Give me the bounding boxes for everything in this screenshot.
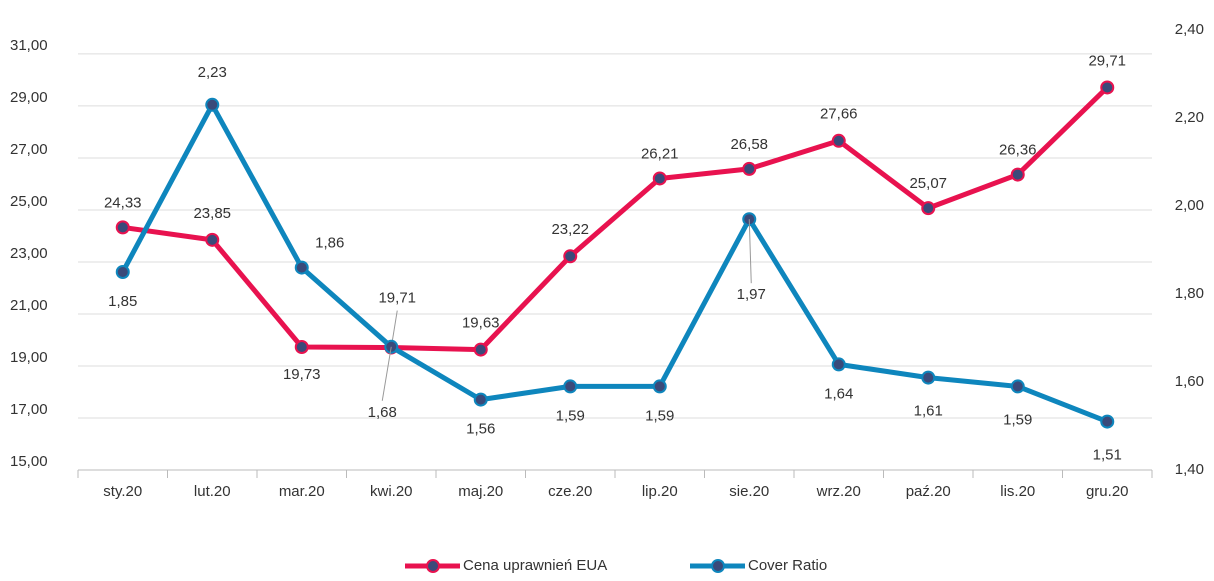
point (473, 342, 488, 357)
point (652, 171, 667, 186)
y2-tick-label: 1,80 (1175, 285, 1204, 302)
x-tick-label: lip.20 (642, 483, 678, 500)
x-tick-label: paź.20 (906, 483, 951, 500)
data-label: 1,56 (466, 421, 495, 438)
data-label: 2,23 (198, 64, 227, 81)
data-label: 23,22 (551, 221, 589, 238)
y-tick-label: 27,00 (10, 141, 48, 158)
x-tick-label: gru.20 (1086, 483, 1129, 500)
point (115, 220, 130, 235)
point (1100, 414, 1115, 429)
y-tick-label: 23,00 (10, 245, 48, 262)
data-label: 19,71 (378, 289, 416, 306)
point (205, 97, 220, 112)
y-tick-label: 25,00 (10, 193, 48, 210)
x-tick-label: lut.20 (194, 483, 231, 500)
y2-tick-label: 2,20 (1175, 109, 1204, 126)
y2-tick-label: 2,00 (1175, 197, 1204, 214)
point (652, 379, 667, 394)
y2-tick-label: 1,60 (1175, 373, 1204, 390)
point (115, 265, 130, 279)
point (921, 201, 936, 216)
point (294, 339, 309, 354)
point (563, 249, 578, 264)
point (563, 379, 578, 394)
point (473, 392, 488, 407)
legend-marker (426, 559, 440, 573)
point (205, 232, 220, 247)
point (921, 370, 936, 385)
data-label: 1,86 (315, 235, 344, 252)
legend-label: Cover Ratio (748, 557, 827, 574)
data-label: 29,71 (1088, 52, 1126, 69)
point (1100, 80, 1115, 95)
x-tick-label: mar.20 (279, 483, 325, 500)
data-label: 1,59 (645, 407, 674, 424)
y-tick-label: 29,00 (10, 89, 48, 106)
data-label: 23,85 (193, 205, 231, 222)
series-line (122, 85, 1109, 353)
data-label: 19,73 (283, 366, 321, 383)
data-label: 19,63 (462, 315, 500, 332)
x-tick-label: lis.20 (1000, 483, 1035, 500)
point (742, 161, 757, 176)
data-label: 1,97 (737, 286, 766, 303)
point (1010, 379, 1025, 394)
data-label: 27,66 (820, 106, 858, 123)
y-tick-label: 19,00 (10, 349, 48, 366)
series-line (120, 102, 1109, 424)
data-label: 25,07 (909, 175, 947, 192)
data-label: 1,51 (1093, 447, 1122, 464)
point (294, 260, 309, 275)
x-tick-label: cze.20 (548, 483, 592, 500)
data-label: 26,36 (999, 142, 1037, 159)
data-label: 1,61 (914, 403, 943, 420)
point (831, 133, 846, 148)
y-tick-label: 17,00 (10, 401, 48, 418)
y-tick-label: 21,00 (10, 297, 48, 314)
data-label: 1,59 (556, 407, 585, 424)
data-label: 1,68 (368, 404, 397, 421)
x-tick-label: maj.20 (458, 483, 503, 500)
data-label: 1,64 (824, 385, 853, 402)
data-label: 26,58 (730, 136, 768, 153)
x-tick-label: sie.20 (729, 483, 769, 500)
x-tick-label: wrz.20 (816, 483, 861, 500)
data-label: 24,33 (104, 194, 142, 211)
y-tick-label: 31,00 (10, 37, 48, 54)
point (1010, 167, 1025, 182)
legend-label: Cena uprawnień EUA (463, 557, 607, 574)
data-label: 26,21 (641, 145, 679, 162)
point (831, 357, 846, 372)
y2-tick-label: 1,40 (1175, 461, 1204, 478)
x-tick-label: sty.20 (103, 483, 142, 500)
y2-tick-label: 2,40 (1175, 21, 1204, 38)
x-tick-label: kwi.20 (370, 483, 413, 500)
data-label: 1,59 (1003, 411, 1032, 428)
data-label: 1,85 (108, 293, 137, 310)
leader-line (748, 219, 752, 284)
y-tick-label: 15,00 (10, 453, 48, 470)
legend-marker (711, 559, 725, 573)
leader-line (381, 346, 392, 401)
